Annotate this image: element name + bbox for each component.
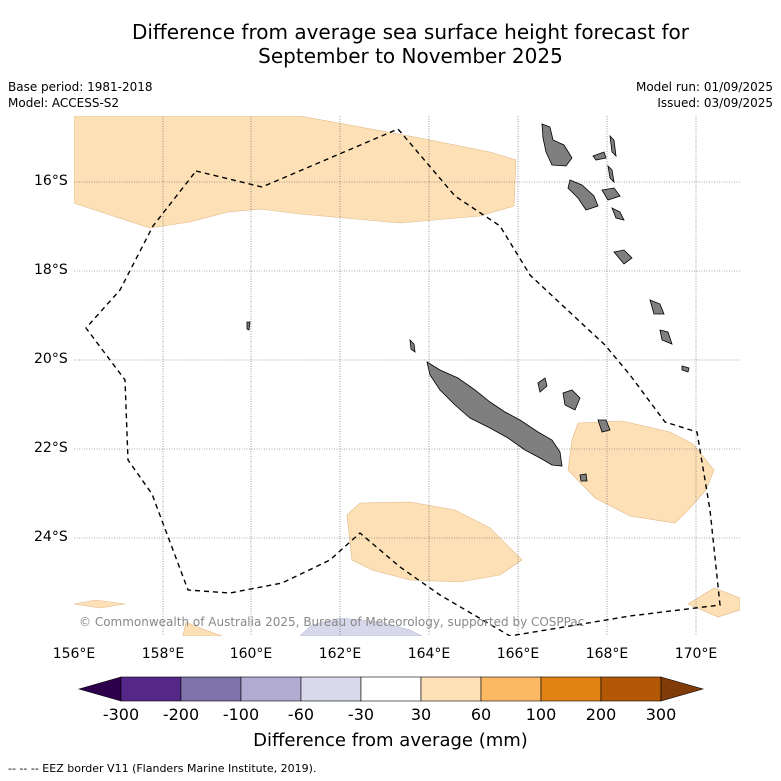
negative-anomaly-patch <box>299 617 423 636</box>
colorbar-bin-4 <box>300 676 362 702</box>
anomaly-patch-se <box>687 587 740 618</box>
vanuatu-tanna <box>649 299 665 315</box>
lat-label-22s: 22°S <box>34 440 68 456</box>
colorbar-bin-6 <box>420 676 482 702</box>
colorbar-tick: -200 <box>162 705 200 724</box>
title-line-2: September to November 2025 <box>258 44 563 68</box>
vanuatu-efate <box>601 187 621 201</box>
eez-legend-footer: -- -- -- EEZ border V11 (Flanders Marine… <box>8 762 317 775</box>
colorbar-tick: -60 <box>287 705 315 724</box>
vanuatu-espiritu-santo <box>541 123 573 167</box>
chesterfield-islet <box>246 321 251 331</box>
lon-label-162e: 162°E <box>318 646 362 662</box>
colorbar-tick: -300 <box>102 705 140 724</box>
colorbar-tick: 60 <box>470 705 492 724</box>
copyright-text: © Commonwealth of Australia 2025, Bureau… <box>79 615 584 629</box>
colorbar-extend-low <box>77 676 122 702</box>
meta-right: Model run: 01/09/2025 Issued: 03/09/2025 <box>636 79 773 111</box>
vanuatu-malakula <box>567 179 599 211</box>
colorbar-bin-2 <box>180 676 242 702</box>
loyalty-island-1 <box>562 389 581 411</box>
lon-label-170e: 170°E <box>674 646 718 662</box>
vanuatu-maewo <box>609 134 617 158</box>
colorbar-extend-high <box>660 676 705 702</box>
anomaly-patch-east <box>567 420 715 524</box>
lon-label-160e: 160°E <box>229 646 273 662</box>
vanuatu-aneityum <box>659 329 673 345</box>
positive-anomaly-patches <box>74 116 740 636</box>
lon-label-158e: 158°E <box>141 646 185 662</box>
anomaly-patch-sw <box>74 599 126 609</box>
meta-left: Base period: 1981-2018 Model: ACCESS-S2 <box>8 79 153 111</box>
graticule <box>74 116 740 636</box>
colorbar-tick: 200 <box>585 705 617 724</box>
vanuatu-epi <box>611 207 625 221</box>
colorbar-title: Difference from average (mm) <box>253 730 528 751</box>
colorbar-tick: 300 <box>645 705 677 724</box>
lon-label-156e: 156°E <box>52 646 96 662</box>
small-islet-east <box>681 365 690 373</box>
model-run-text: Model run: 01/09/2025 <box>635 80 773 94</box>
vanuatu-ambae <box>592 151 607 161</box>
lon-label-168e: 168°E <box>585 646 629 662</box>
colorbar-bin-5 <box>360 676 422 702</box>
page-title: Difference from average sea surface heig… <box>0 20 781 68</box>
land-masses <box>246 123 690 482</box>
colorbar-tick: -100 <box>222 705 260 724</box>
eez-boundary-line <box>85 128 721 636</box>
colorbar <box>77 676 705 702</box>
colorbar-tick: -30 <box>347 705 375 724</box>
colorbar-bin-9 <box>600 676 662 702</box>
new-caledonia-island <box>426 361 563 467</box>
colorbar-bin-8 <box>540 676 602 702</box>
colorbar-bin-7 <box>480 676 542 702</box>
isle-of-pines <box>579 473 588 482</box>
colorbar-bin-1 <box>120 676 182 702</box>
lat-label-18s: 18°S <box>34 262 68 278</box>
base-period-text: Base period: 1981-2018 <box>8 80 153 94</box>
lat-label-16s: 16°S <box>34 173 68 189</box>
loyalty-island-3 <box>537 377 548 393</box>
anomaly-patch-north <box>74 116 517 229</box>
anomaly-patch-south <box>346 501 523 583</box>
vanuatu-pentecost <box>607 164 615 184</box>
lat-label-20s: 20°S <box>34 351 68 367</box>
belep-islet <box>409 338 416 353</box>
lon-label-164e: 164°E <box>407 646 451 662</box>
model-text: Model: ACCESS-S2 <box>8 96 120 110</box>
colorbar-tick: 100 <box>525 705 557 724</box>
loyalty-island-2 <box>597 419 611 433</box>
lon-label-166e: 166°E <box>496 646 540 662</box>
vanuatu-erromango <box>613 249 633 265</box>
anomaly-patch-bottom <box>182 621 223 636</box>
issued-text: Issued: 03/09/2025 <box>657 96 773 110</box>
colorbar-bin-3 <box>240 676 302 702</box>
title-line-1: Difference from average sea surface heig… <box>131 20 690 44</box>
colorbar-tick: 30 <box>410 705 432 724</box>
map-area: © Commonwealth of Australia 2025, Bureau… <box>74 116 740 636</box>
lat-label-24s: 24°S <box>34 529 68 545</box>
